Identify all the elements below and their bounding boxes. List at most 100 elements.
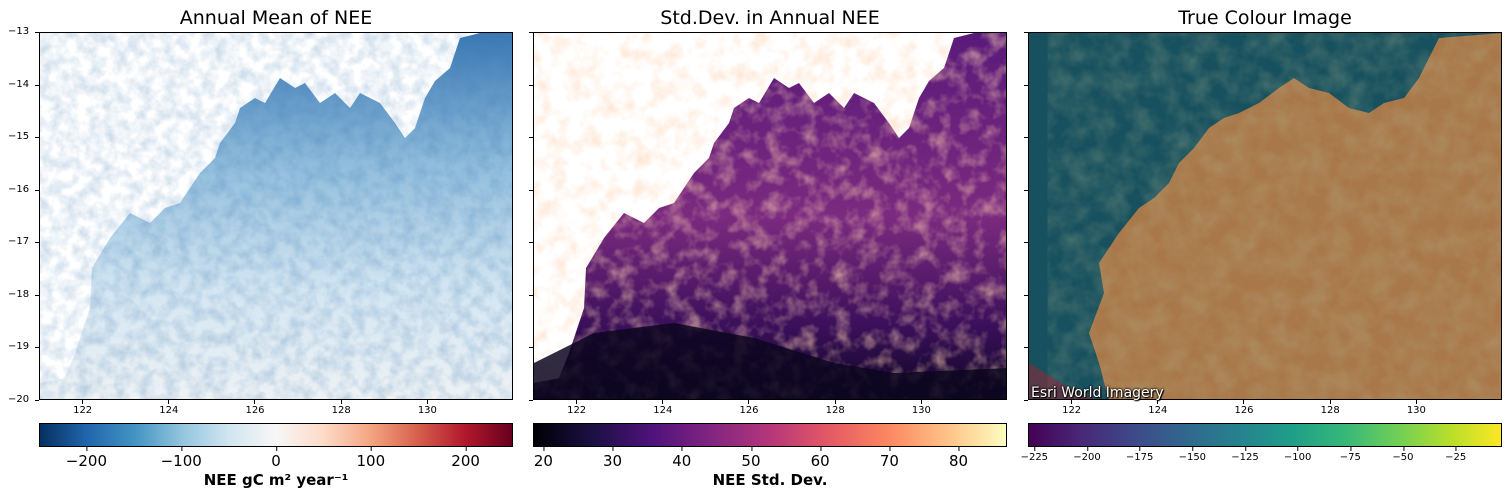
- colorbar-tick-mark: [820, 447, 822, 451]
- y-tick-mark: [529, 189, 533, 191]
- mean-nee-map: [39, 32, 513, 400]
- colorbar-tick-text: −100: [1283, 452, 1312, 463]
- x-tick-label: 126: [739, 405, 759, 416]
- panel2-title: Std.Dev. in Annual NEE: [660, 7, 880, 29]
- x-tick-mark: [920, 400, 922, 404]
- colorbar-tick-label: −175: [1125, 447, 1154, 463]
- x-tick-label: 126: [1234, 405, 1254, 416]
- colorbar-tick-text: 60: [810, 452, 830, 470]
- y-tick-mark: [1024, 189, 1028, 191]
- colorbar-tick-mark: [1455, 447, 1457, 451]
- x-tick-mark: [1157, 400, 1159, 404]
- colorbar-tick-text: 200: [451, 452, 480, 470]
- colorbar-tick-label: −150: [1178, 447, 1207, 463]
- y-tick-mark: [35, 242, 39, 244]
- y-tick-mark: [35, 84, 39, 86]
- colorbar-tick-label: −100: [160, 447, 202, 470]
- colorbar-tick-mark: [1139, 447, 1141, 451]
- colorbar-tick-text: −100: [160, 452, 202, 470]
- colorbar-tick-mark: [958, 447, 960, 451]
- y-tick-mark: [35, 137, 39, 139]
- x-tick-label: 130: [417, 405, 437, 416]
- true-colour-map: [1028, 32, 1502, 400]
- colorbar-tick-label: 40: [672, 447, 692, 470]
- y-tick-label: −17: [8, 236, 30, 248]
- colorbar-tick-mark: [370, 447, 372, 451]
- colorbar-tick-mark: [681, 447, 683, 451]
- y-tick-mark: [1024, 400, 1028, 401]
- x-tick-label: 122: [73, 405, 93, 416]
- y-tick-mark: [35, 189, 39, 191]
- colorbar-tick-text: 0: [271, 452, 281, 470]
- x-tick-label: 130: [1406, 405, 1426, 416]
- colorbar-tick-label: 60: [810, 447, 830, 470]
- y-tick-mark: [35, 294, 39, 296]
- x-tick-mark: [662, 400, 664, 404]
- colorbar-tick-text: −125: [1231, 452, 1259, 463]
- colorbar-tick-label: 20: [534, 447, 553, 470]
- colorbar-tick-text: 70: [879, 452, 899, 470]
- panel3-title: True Colour Image: [1178, 7, 1352, 29]
- x-tick-mark: [340, 400, 342, 404]
- y-tick-mark: [529, 242, 533, 244]
- y-tick-mark: [1024, 347, 1028, 349]
- x-tick-label: 124: [653, 405, 673, 416]
- y-tick-mark: [1024, 137, 1028, 139]
- colorbar-tick-label: 100: [356, 447, 386, 470]
- stddev-nee-map: [533, 32, 1007, 400]
- colorbar-tick-mark: [275, 447, 277, 451]
- y-tick-mark: [1024, 32, 1028, 33]
- colorbar-tick-text: 80: [949, 452, 969, 470]
- esri-attribution: Esri World Imagery: [1031, 385, 1164, 401]
- colorbar-tick-label: −75: [1339, 447, 1361, 463]
- y-tick-label: −18: [8, 288, 30, 300]
- colorbar-tick-mark: [181, 447, 183, 451]
- x-tick-mark: [168, 400, 170, 404]
- x-tick-mark: [748, 400, 750, 404]
- colorbar-tick-text: −75: [1339, 452, 1361, 463]
- x-tick-label: 128: [331, 405, 351, 416]
- colorbar-tick-text: −175: [1125, 452, 1154, 463]
- y-tick-mark: [529, 32, 533, 33]
- x-tick-mark: [834, 400, 836, 404]
- y-tick-label: −14: [8, 78, 30, 90]
- x-tick-label: 124: [159, 405, 179, 416]
- colorbar-tick-label: 80: [949, 447, 969, 470]
- y-tick-label: −19: [8, 341, 30, 353]
- colorbar-tick-mark: [889, 447, 891, 451]
- colorbar-tick-text: −50: [1392, 452, 1414, 463]
- colorbar-tick-mark: [750, 447, 752, 451]
- colorbar-tick-text: −150: [1178, 452, 1207, 463]
- colorbar-tick-mark: [1402, 447, 1404, 451]
- colorbar-tick-label: −200: [1073, 447, 1101, 463]
- x-tick-mark: [1071, 400, 1073, 404]
- colorbar-tick-text: −200: [65, 452, 107, 470]
- y-tick-mark: [529, 400, 533, 401]
- colorbar-tick-text: 100: [356, 452, 386, 470]
- x-tick-label: 130: [911, 405, 931, 416]
- colorbar-tick-label: −25: [1445, 447, 1467, 463]
- x-tick-label: 122: [567, 405, 587, 416]
- colorbar-tick-mark: [1350, 447, 1352, 451]
- y-tick-label: −15: [8, 131, 30, 143]
- stddev-colorbar-label: NEE Std. Dev.: [712, 471, 828, 489]
- stddev-colorbar: [533, 423, 1007, 447]
- colorbar-tick-mark: [612, 447, 614, 451]
- x-tick-label: 126: [245, 405, 265, 416]
- x-tick-mark: [82, 400, 84, 404]
- colorbar-tick-text: −225: [1020, 452, 1049, 463]
- colorbar-tick-label: −50: [1392, 447, 1414, 463]
- y-tick-mark: [529, 294, 533, 296]
- mean-colorbar: [39, 423, 513, 447]
- colorbar-tick-text: −25: [1445, 452, 1467, 463]
- x-tick-mark: [576, 400, 578, 404]
- colorbar-tick-label: 30: [603, 447, 622, 470]
- colorbar-tick-mark: [543, 447, 545, 451]
- mean-colorbar-label: NEE gC m² year⁻¹: [203, 471, 349, 489]
- colorbar-tick-mark: [86, 447, 88, 451]
- x-tick-label: 128: [1320, 405, 1340, 416]
- colorbar-tick-label: −125: [1231, 447, 1259, 463]
- y-tick-label: −13: [8, 26, 30, 37]
- y-tick-mark: [35, 32, 39, 33]
- colorbar-tick-text: 40: [672, 452, 692, 470]
